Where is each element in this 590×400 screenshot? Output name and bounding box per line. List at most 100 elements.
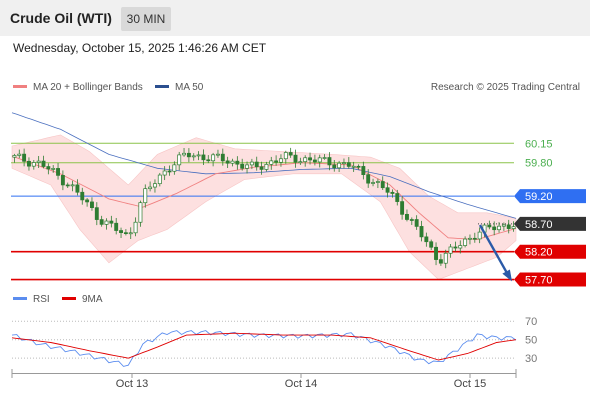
candle-body xyxy=(438,259,443,264)
candle-body xyxy=(119,230,123,233)
rsi-line xyxy=(11,330,517,367)
candle-body xyxy=(186,152,191,158)
candle-body xyxy=(167,170,172,173)
candle-body xyxy=(143,188,148,204)
rsi-level-label-70: 70 xyxy=(525,316,537,328)
candle-body xyxy=(259,166,264,170)
candle-body xyxy=(51,168,56,170)
candle-body xyxy=(206,159,211,162)
candle-body xyxy=(429,241,434,248)
level-tag-text-58.20: 58.20 xyxy=(525,247,553,259)
candle-body xyxy=(22,153,27,162)
candle-body xyxy=(453,246,458,249)
candle-body xyxy=(380,181,385,189)
candle-body xyxy=(322,157,327,159)
candle-body xyxy=(327,157,332,166)
candle-body xyxy=(196,154,201,157)
candle-body xyxy=(356,165,361,168)
level-label-60.15: 60.15 xyxy=(525,138,553,150)
candle-body xyxy=(312,159,317,163)
candle-body xyxy=(288,152,293,156)
candle-body xyxy=(80,191,85,201)
level-tag-text-57.70: 57.70 xyxy=(525,275,553,287)
candle-body xyxy=(337,162,342,169)
candle-body xyxy=(254,161,259,168)
candle-body xyxy=(274,160,279,163)
credit-text: Research © 2025 Trading Central xyxy=(431,82,580,93)
level-label-59.80: 59.80 xyxy=(525,158,553,170)
ma9-legend-swatch xyxy=(62,297,76,300)
candle-body xyxy=(216,153,220,156)
candle-body xyxy=(60,175,65,186)
x-tick-label-oct-14: Oct 14 xyxy=(285,378,317,390)
candle-body xyxy=(230,160,235,164)
candle-body xyxy=(414,219,419,227)
candle-body xyxy=(249,161,254,166)
candle-body xyxy=(448,246,453,254)
level-tag-57.70 xyxy=(514,272,586,287)
candle-body xyxy=(477,231,482,240)
candle-body xyxy=(182,152,186,156)
candle-body xyxy=(225,160,230,164)
candle-body xyxy=(472,237,477,240)
candle-body xyxy=(405,213,409,220)
bollinger-band xyxy=(11,134,517,280)
rsi-legend-label: RSI xyxy=(33,294,50,305)
candle-body xyxy=(41,160,46,167)
header-bar: Crude Oil (WTI) 30 MIN xyxy=(0,0,590,36)
candle-body xyxy=(128,232,133,235)
candle-body xyxy=(46,166,51,170)
candle-body xyxy=(172,164,177,172)
candle-body xyxy=(133,221,138,234)
level-tag-58.20 xyxy=(514,244,586,259)
candle-body xyxy=(12,155,17,158)
candle-body xyxy=(283,152,288,160)
candle-body xyxy=(332,164,337,169)
candle-body xyxy=(487,224,492,228)
x-tick-label-oct-13: Oct 13 xyxy=(116,378,148,390)
candle-body xyxy=(385,187,390,193)
candle-body xyxy=(511,226,516,229)
rsi-legend-swatch xyxy=(13,297,27,300)
candle-body xyxy=(240,163,245,169)
candle-body xyxy=(138,202,143,223)
ma50-line xyxy=(11,112,517,219)
candle-body xyxy=(298,161,303,164)
candle-body xyxy=(501,224,506,227)
level-tag-59.20 xyxy=(514,189,586,204)
candle-body xyxy=(90,201,94,209)
candle-body xyxy=(85,199,90,203)
candle-body xyxy=(75,184,80,193)
ma20-line xyxy=(11,155,517,240)
x-tick-label-oct-15: Oct 15 xyxy=(454,378,486,390)
ma50-legend-label: MA 50 xyxy=(175,82,204,93)
main-plot: 60.15 59.80 59.20 58.70 58.20 57.70 xyxy=(11,112,586,287)
candle-body xyxy=(36,160,41,163)
candle-body xyxy=(157,174,162,185)
candle-body xyxy=(492,226,497,231)
candle-body xyxy=(99,219,104,225)
candle-body xyxy=(70,184,75,187)
candle-body xyxy=(177,154,182,166)
candle-body xyxy=(31,162,36,167)
candle-body xyxy=(65,184,70,187)
candle-body xyxy=(94,207,99,220)
candle-body xyxy=(235,160,240,165)
candle-body xyxy=(390,191,395,194)
candle-body xyxy=(434,246,438,260)
ma9-legend-label: 9MA xyxy=(82,294,103,305)
candle-body xyxy=(371,182,375,184)
candle-body xyxy=(317,157,322,163)
candle-body xyxy=(443,252,448,264)
candle-body xyxy=(342,162,346,164)
timeframe-badge[interactable]: 30 MIN xyxy=(121,7,171,31)
candle-body xyxy=(351,165,356,168)
candle-body xyxy=(191,155,196,158)
ma50-legend-swatch xyxy=(155,85,169,88)
rsi-level-label-50: 50 xyxy=(525,335,537,347)
candle-body xyxy=(400,201,405,215)
candle-body xyxy=(27,160,31,167)
candle-body xyxy=(123,232,128,234)
